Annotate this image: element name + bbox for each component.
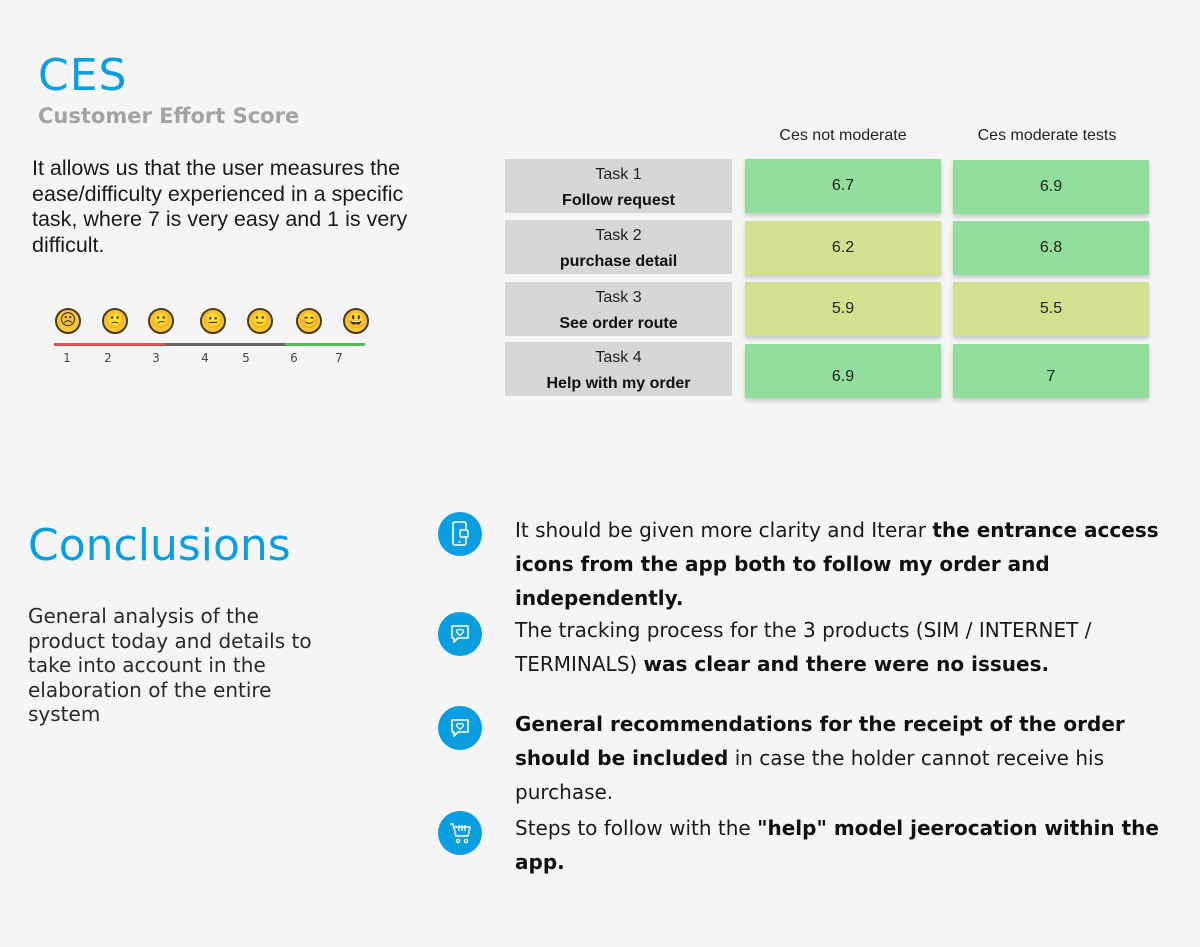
- task-name: Follow request: [562, 192, 675, 209]
- value-cell-moderate: 5.5: [953, 282, 1149, 336]
- task-name: Help with my order: [546, 375, 691, 392]
- scale-line-mid: [165, 343, 285, 346]
- scale-line-high: [285, 343, 365, 346]
- value-cell-not-moderate: 6.2: [745, 221, 941, 275]
- scale-number: 5: [242, 351, 250, 365]
- task-name: See order route: [559, 315, 678, 332]
- conclusion-item-4: Steps to follow with the "help" model je…: [515, 816, 1159, 874]
- heart-chat-icon: [438, 706, 482, 750]
- value-cell-moderate: 6.8: [953, 221, 1149, 275]
- scale-number: 3: [152, 351, 160, 365]
- sad-face-icon: 🙁: [102, 308, 128, 334]
- value-cell-not-moderate: 5.9: [745, 282, 941, 336]
- mobile-phone-icon: [438, 512, 482, 556]
- column-header-moderate-tests: Ces moderate tests: [977, 127, 1117, 144]
- conclusions-title: Conclusions: [28, 520, 291, 571]
- grin-face-icon: 😃: [343, 308, 369, 334]
- task-number: Task 3: [595, 289, 642, 306]
- neutral-face-icon: 😐: [200, 308, 226, 334]
- scale-number: 2: [104, 351, 112, 365]
- scale-number: 1: [63, 351, 71, 365]
- conclusion-item-3: General recommendations for the receipt …: [515, 712, 1125, 804]
- task-cell: Task 4 Help with my order: [505, 342, 732, 396]
- ces-subtitle: Customer Effort Score: [38, 104, 300, 128]
- shopping-cart-icon: [438, 811, 482, 855]
- ces-description: It allows us that the user measures the …: [32, 156, 408, 257]
- value-cell-moderate: 6.9: [953, 160, 1149, 214]
- scale-number: 7: [335, 351, 343, 365]
- task-name: purchase detail: [559, 253, 678, 270]
- task-number: Task 4: [595, 349, 642, 366]
- ces-title: CES: [38, 50, 128, 101]
- slight-smile-face-icon: 🙂: [247, 308, 273, 334]
- conclusions-description: General analysis of the product today an…: [28, 604, 312, 726]
- task-number: Task 2: [595, 227, 642, 244]
- column-header-not-moderate: Ces not moderate: [779, 127, 907, 144]
- very-sad-face-icon: ☹: [55, 308, 81, 334]
- value-cell-moderate: 7: [953, 344, 1149, 398]
- scale-number: 4: [201, 351, 209, 365]
- task-cell: Task 2 purchase detail: [505, 220, 732, 274]
- scale-number: 6: [290, 351, 298, 365]
- heart-chat-icon: [438, 612, 482, 656]
- task-cell: Task 1 Follow request: [505, 159, 732, 213]
- value-cell-not-moderate: 6.7: [745, 159, 941, 213]
- confused-face-icon: 😕: [148, 308, 174, 334]
- conclusion-item-2: The tracking process for the 3 products …: [515, 618, 1092, 676]
- scale-line-low: [54, 343, 165, 346]
- smile-face-icon: 😊: [296, 308, 322, 334]
- value-cell-not-moderate: 6.9: [745, 344, 941, 398]
- conclusion-item-1: It should be given more clarity and Iter…: [515, 518, 1159, 610]
- task-number: Task 1: [595, 166, 642, 183]
- task-cell: Task 3 See order route: [505, 282, 732, 336]
